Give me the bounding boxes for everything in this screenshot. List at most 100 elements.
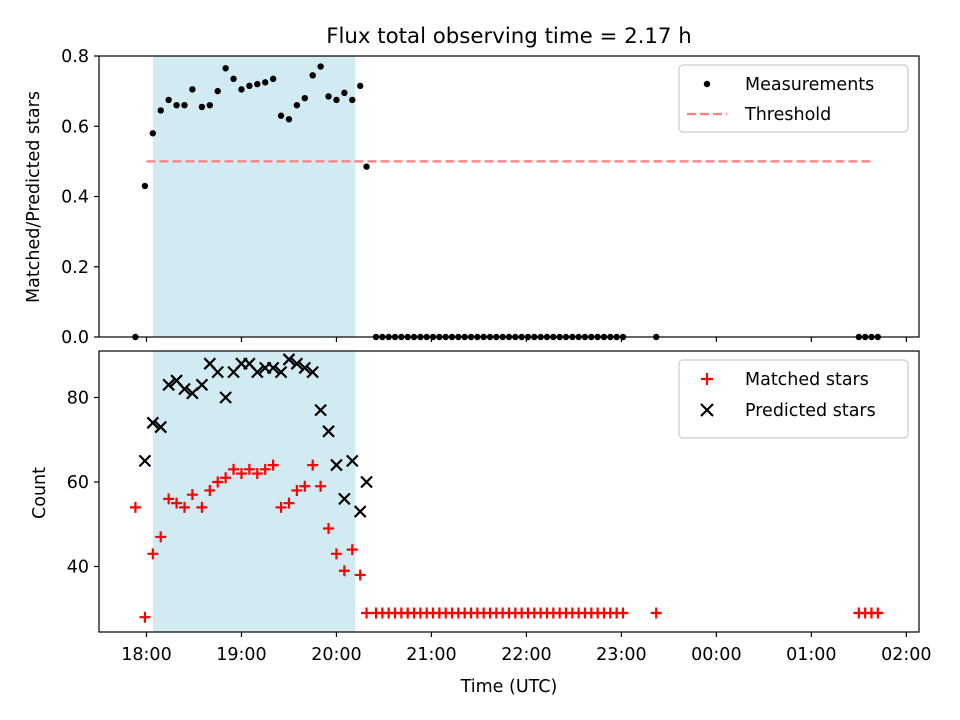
x-tick-label: 18:00 <box>121 645 171 665</box>
predicted-star-point <box>274 365 288 379</box>
matched-star-point <box>259 463 271 475</box>
matched-star-point <box>235 468 247 480</box>
measurement-point <box>173 101 180 109</box>
matched-star-point <box>307 459 319 471</box>
predicted-star-point <box>360 475 373 489</box>
x-tick-label: 00:00 <box>691 645 741 665</box>
predicted-star-point <box>162 378 175 392</box>
legend-marker-dot <box>703 80 711 88</box>
measurement-point <box>333 96 340 104</box>
matched-star-point <box>323 522 335 534</box>
observing-window-band <box>152 351 356 632</box>
legend: Measurements Threshold <box>678 64 909 133</box>
x-tick-label: 21:00 <box>406 645 456 665</box>
predicted-star-point <box>322 425 335 438</box>
predicted-star-point <box>338 492 351 506</box>
legend-box <box>678 64 909 133</box>
x-tick-label: 02:00 <box>881 645 931 665</box>
observing-window-band <box>152 56 356 337</box>
measurement-point <box>246 82 253 90</box>
measurement-point <box>254 80 261 88</box>
count-panel: 40 60 80 18:00 19:00 20:00 21:00 22:00 23:00 00:0… <box>67 350 932 665</box>
x-tick-label: 22:00 <box>501 645 551 665</box>
predicted-star-point <box>138 454 152 468</box>
predicted-star-point <box>219 391 232 404</box>
x-tick-label: 19:00 <box>216 645 266 665</box>
predicted-star-point <box>330 458 343 472</box>
matched-star-point <box>330 548 342 560</box>
legend-marker-plus <box>701 373 713 385</box>
matched-star-point <box>129 501 141 513</box>
measurement-point <box>269 75 277 83</box>
y-tick-label: 0.2 <box>61 258 89 278</box>
measurement-point <box>363 163 370 170</box>
x-tick-label: 01:00 <box>786 645 836 665</box>
y-tick-label: 0.0 <box>61 328 89 348</box>
matched-star-point <box>346 544 358 556</box>
legend-label: Measurements <box>745 75 874 95</box>
measurement-point <box>189 86 196 93</box>
measurement-point <box>262 79 269 86</box>
measurement-point <box>285 116 293 123</box>
matched-star-point <box>212 476 224 488</box>
measurement-point <box>349 96 356 104</box>
measurement-point <box>293 101 301 109</box>
matched-star-point <box>243 463 255 475</box>
top-y-axis-label: Matched/Predicted stars <box>24 91 44 303</box>
matched-star-point <box>251 468 263 480</box>
measurement-point <box>309 72 316 79</box>
predicted-star-point <box>290 357 304 370</box>
measurement-point <box>230 75 237 83</box>
matched-star-point <box>291 484 303 496</box>
predicted-star-point <box>353 505 367 518</box>
predicted-star-point <box>282 353 296 366</box>
matched-star-point <box>275 501 287 513</box>
predicted-star-point <box>154 420 168 434</box>
matched-star-point <box>354 569 366 581</box>
y-tick-label: 80 <box>67 388 89 408</box>
predicted-star-point <box>146 416 160 430</box>
ratio-panel: 0.0 0.2 0.4 0.6 0.8 Measurements Threshold <box>61 47 920 348</box>
y-tick-label: 0.8 <box>61 47 89 67</box>
legend-label: Matched stars <box>745 370 869 390</box>
predicted-star-point <box>266 361 280 375</box>
predicted-star-point <box>178 382 191 396</box>
matched-star-point <box>196 501 208 513</box>
matched-star-point <box>228 463 240 475</box>
measurement-point <box>214 87 221 95</box>
matched-star-point <box>204 484 216 496</box>
x-tick-label: 23:00 <box>596 645 646 665</box>
matched-star-point <box>155 531 167 543</box>
matched-star-point <box>617 607 629 619</box>
matched-star-point <box>171 497 183 509</box>
matched-star-point <box>186 489 198 501</box>
measurement-point <box>149 130 157 137</box>
x-axis-label: Time (UTC) <box>460 677 558 697</box>
matched-star-point <box>139 611 151 623</box>
measurement-point <box>325 93 332 100</box>
y-tick-label: 60 <box>67 473 89 493</box>
legend: Matched stars Predicted stars <box>678 359 909 439</box>
measurement-point <box>277 112 285 119</box>
matched-star-point <box>178 501 190 513</box>
measurement-point <box>341 89 348 97</box>
matched-star-point <box>299 480 311 492</box>
measurement-point <box>317 63 324 70</box>
legend-marker-x <box>700 403 714 417</box>
measurement-point <box>181 101 188 109</box>
predicted-star-point <box>195 378 209 392</box>
measurement-point <box>198 103 206 111</box>
matched-star-point <box>147 548 159 560</box>
x-tick-label: 20:00 <box>311 645 361 665</box>
matched-star-point <box>338 565 350 577</box>
legend-label: Predicted stars <box>745 401 876 421</box>
measurement-point <box>165 96 172 104</box>
measurement-point <box>141 182 149 190</box>
predicted-star-point <box>346 454 359 468</box>
matched-star-point <box>872 607 884 619</box>
measurement-point <box>238 86 245 93</box>
measurement-point <box>222 65 229 72</box>
legend-label: Threshold <box>744 105 831 125</box>
matched-star-point <box>315 480 327 492</box>
